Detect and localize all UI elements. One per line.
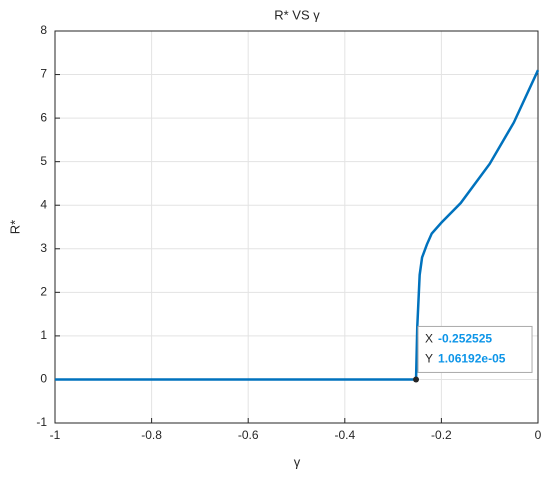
x-tick-label: 0 <box>535 428 542 442</box>
axes-box <box>54 30 539 424</box>
x-axis-label: γ <box>294 454 301 469</box>
datatip-x-name: X <box>425 332 433 346</box>
datatip-y-name: Y <box>425 352 433 366</box>
x-tick-label: -0.8 <box>141 428 162 442</box>
y-tick-label: 1 <box>40 328 47 342</box>
y-tick-label: 3 <box>40 241 47 255</box>
data-line <box>55 69 540 381</box>
y-tick-label: 2 <box>40 285 47 299</box>
y-tick-label: 7 <box>40 67 47 81</box>
x-tick-label: -0.2 <box>431 428 452 442</box>
y-tick-label: 4 <box>40 197 47 211</box>
y-tick-label: 0 <box>40 372 47 386</box>
datatip-x-value: -0.252525 <box>438 332 492 346</box>
datatip-box <box>417 325 533 373</box>
chart-title: R* VS γ <box>274 7 320 22</box>
datatip-marker <box>413 376 420 383</box>
datatip-y-value: 1.06192e-05 <box>438 352 506 366</box>
y-tick-label: -1 <box>36 415 47 429</box>
y-tick-label: 8 <box>40 23 47 37</box>
x-tick-label: -0.6 <box>238 428 259 442</box>
x-tick-label: -1 <box>50 428 61 442</box>
y-tick-label: 5 <box>40 154 47 168</box>
x-tick-label: -0.4 <box>334 428 355 442</box>
y-tick-label: 6 <box>40 110 47 124</box>
y-axis-label: R* <box>7 220 22 234</box>
